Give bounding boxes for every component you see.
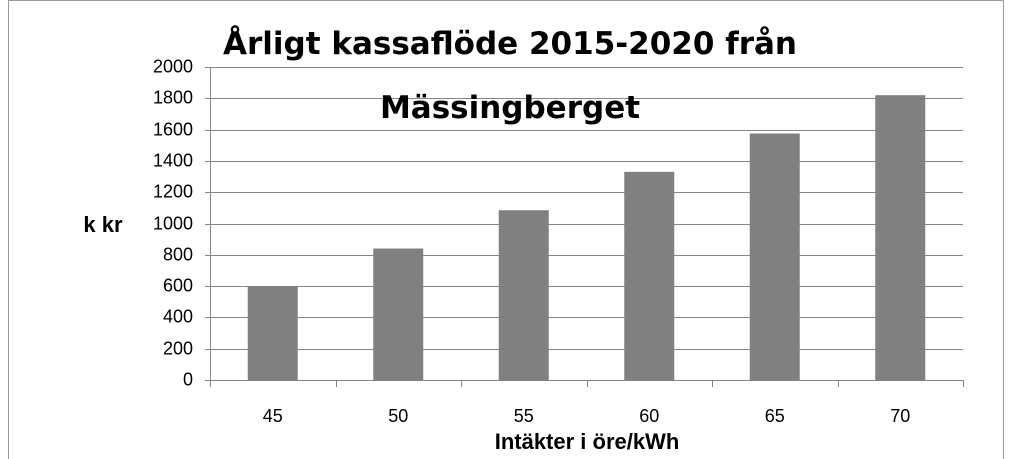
x-tick-label: 45 <box>263 406 283 426</box>
bar <box>624 171 675 380</box>
bar <box>247 286 298 380</box>
y-tick-label: 1400 <box>153 150 193 170</box>
x-tick-label: 55 <box>514 406 534 426</box>
y-tick-label: 1200 <box>153 181 193 201</box>
y-tick-label: 1000 <box>153 213 193 233</box>
bar <box>749 133 800 380</box>
x-tick-label: 50 <box>388 406 408 426</box>
y-tick-label: 200 <box>163 338 193 358</box>
x-tick-label: 70 <box>890 406 910 426</box>
chart-border <box>8 0 1004 459</box>
y-tick-label: 800 <box>163 244 193 264</box>
chart-title: Årligt kassaflöde 2015-2020 från Mässing… <box>223 26 797 126</box>
y-tick-label: 0 <box>183 369 193 389</box>
y-tick-label: 400 <box>163 306 193 326</box>
y-tick-label: 600 <box>163 275 193 295</box>
bar <box>875 95 926 381</box>
y-tick-label: 1600 <box>153 119 193 139</box>
bar <box>373 248 424 380</box>
x-tick-label: 60 <box>639 406 659 426</box>
y-tick-label: 2000 <box>153 56 193 76</box>
y-tick-label: 1800 <box>153 87 193 107</box>
x-axis-title: Intäkter i öre/kWh <box>495 429 680 454</box>
chart-title-box: Årligt kassaflöde 2015-2020 från Mässing… <box>223 26 797 126</box>
bar <box>498 210 549 380</box>
y-axis-title: k kr <box>83 212 123 237</box>
x-tick-label: 65 <box>765 406 785 426</box>
